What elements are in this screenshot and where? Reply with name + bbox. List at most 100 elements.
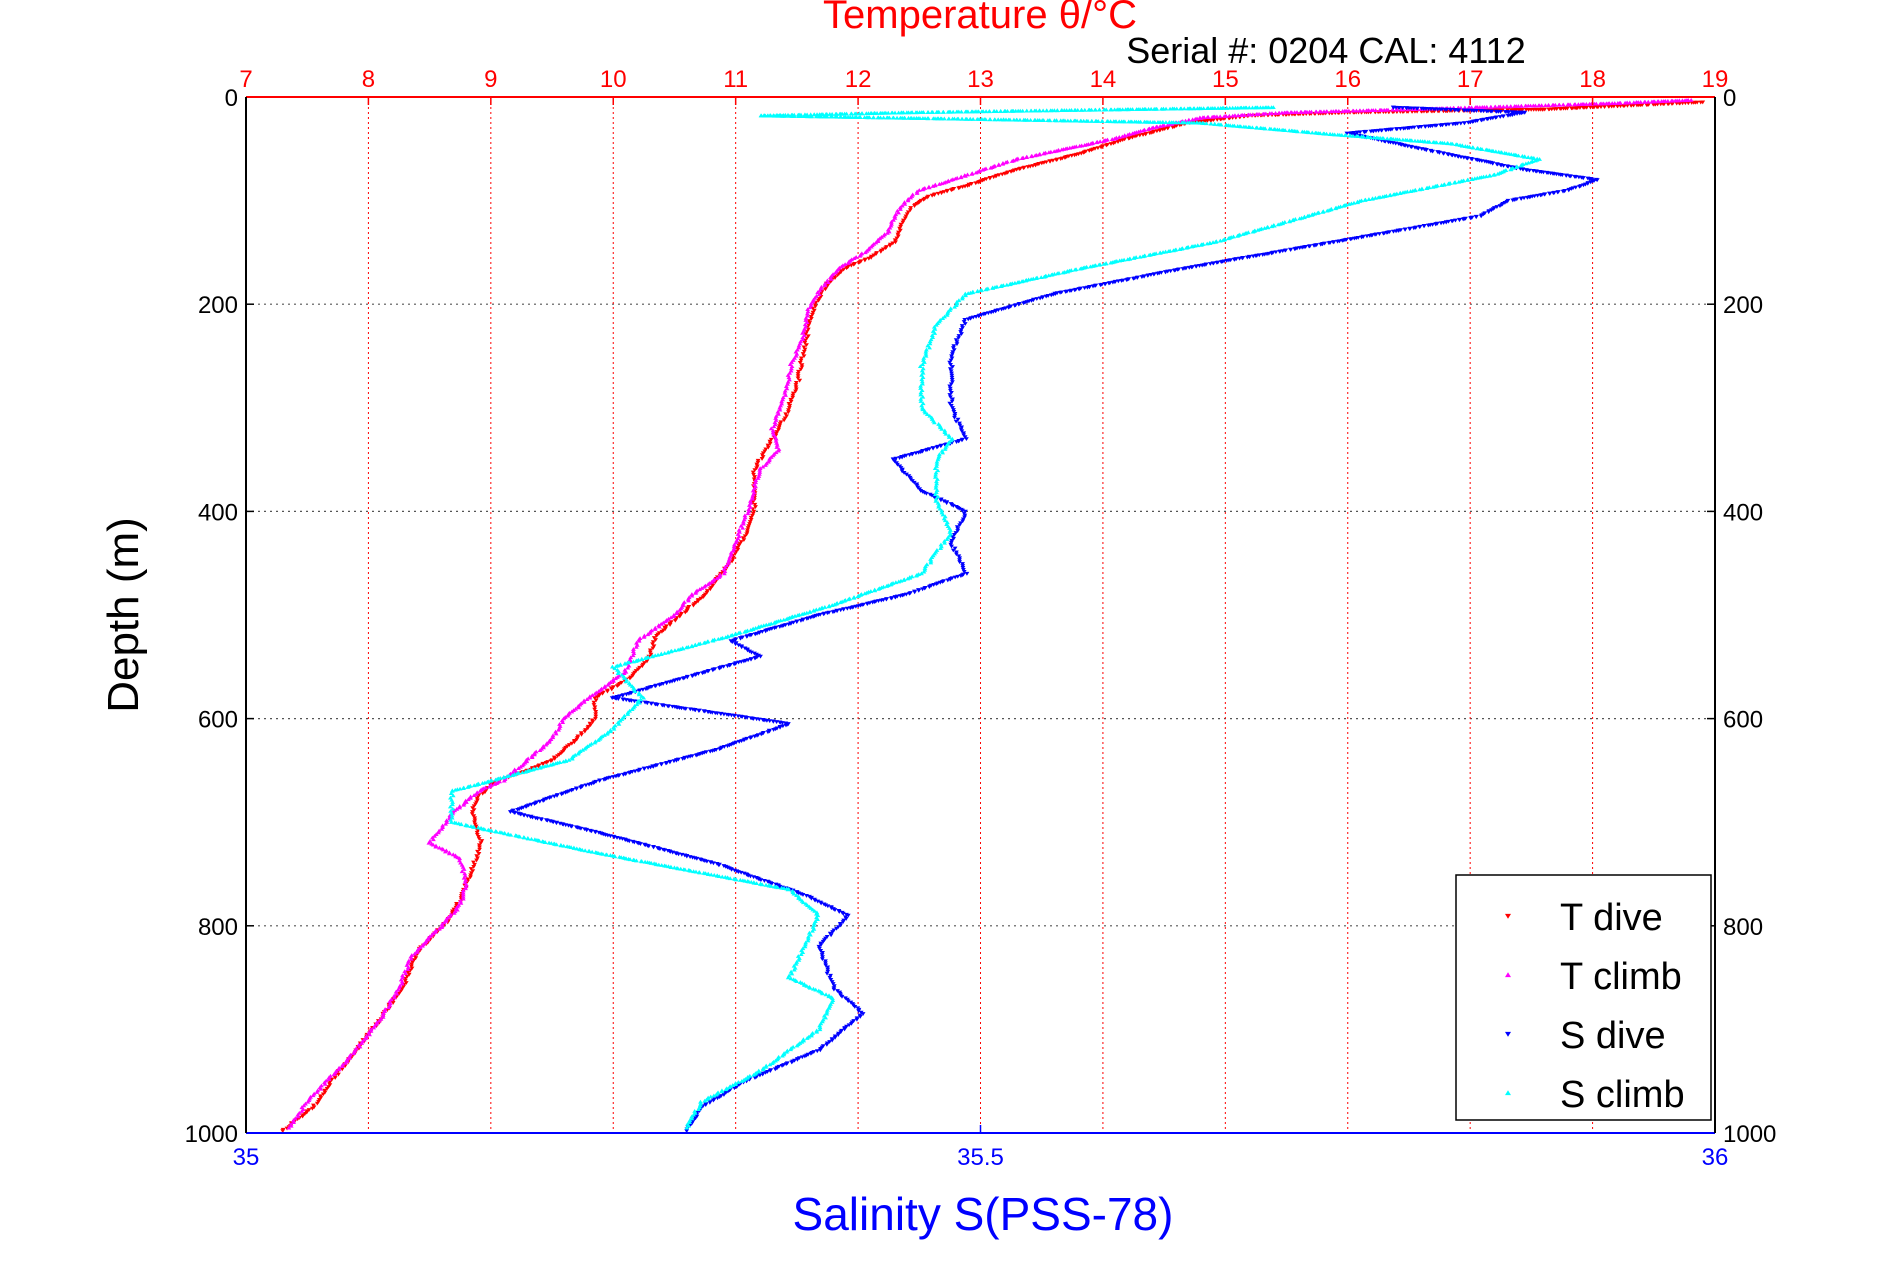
data-point [887,243,893,248]
data-point [739,645,745,650]
data-point [584,697,590,701]
data-point [1364,108,1369,113]
data-point [921,355,927,360]
data-point [937,423,943,428]
data-point [642,656,648,661]
data-point [724,563,730,567]
data-point [1565,102,1571,107]
data-point [1082,107,1088,112]
data-point [950,534,955,539]
data-point [1015,280,1021,285]
data-point [739,1079,745,1083]
data-point [919,379,925,384]
data-point [783,412,789,417]
data-point [926,585,932,590]
data-point [1149,125,1155,130]
data-point [532,752,537,757]
data-point [898,222,904,227]
data-point [630,653,636,658]
data-point [525,836,531,841]
data-point [786,410,791,415]
data-point [1524,195,1530,200]
data-point [1101,107,1107,112]
data-point [632,699,637,704]
data-point [949,352,955,357]
data-point [908,206,914,211]
data-point [768,426,774,431]
data-point [948,382,954,387]
data-point [930,184,936,188]
data-point [776,113,782,118]
data-point [710,638,716,643]
data-point [893,595,898,600]
data-point [807,610,813,614]
data-point [727,876,733,881]
data-point [450,793,456,798]
data-point [768,884,774,888]
data-point [823,961,828,966]
data-point [804,336,810,341]
data-point [957,558,962,563]
data-point [942,518,948,523]
data-point [923,491,929,496]
data-point [1450,122,1456,127]
data-point [477,788,483,793]
data-point [947,367,953,372]
data-point [714,576,720,581]
data-point [320,1092,326,1097]
data-point [941,116,947,121]
data-point [785,975,791,980]
data-point [799,611,805,616]
data-point [1489,109,1495,114]
data-point [471,804,477,809]
data-point [718,636,724,641]
data-point [1101,261,1107,266]
data-point [797,378,803,383]
data-series [280,97,1706,1134]
data-point [1100,119,1105,123]
data-point [810,312,815,317]
data-point [363,1035,369,1040]
data-point [1063,290,1069,294]
data-point [1380,194,1386,199]
data-point [1123,107,1129,112]
data-point [795,372,801,376]
data-point [741,538,747,543]
data-point [876,586,881,591]
data-point [956,186,962,191]
data-point [621,772,626,777]
data-point [639,664,645,669]
data-point [788,1047,794,1052]
data-point [1560,189,1566,194]
data-point [710,1098,716,1103]
data-point [644,659,650,664]
data-point [619,672,625,677]
data-point [641,634,647,639]
data-point [794,979,800,984]
data-point [652,684,658,689]
data-point [1036,108,1042,113]
data-point [913,110,919,115]
data-point [962,318,968,322]
data-point [838,1030,844,1035]
data-point [785,379,791,384]
data-point [449,813,455,818]
data-point [902,200,907,205]
data-point [1119,134,1125,139]
data-point [738,636,743,641]
data-point [387,1001,393,1006]
data-point [1474,146,1480,151]
data-point [900,220,906,225]
data-point [611,678,616,683]
data-point [897,207,903,211]
data-point [752,475,758,480]
data-point [902,216,908,221]
data-point [1381,231,1386,236]
data-point [1059,147,1065,152]
data-point [829,980,835,984]
data-point [958,521,963,526]
data-point [1486,173,1492,178]
data-point [1451,180,1457,185]
data-point [947,360,953,365]
data-point [1014,117,1019,122]
